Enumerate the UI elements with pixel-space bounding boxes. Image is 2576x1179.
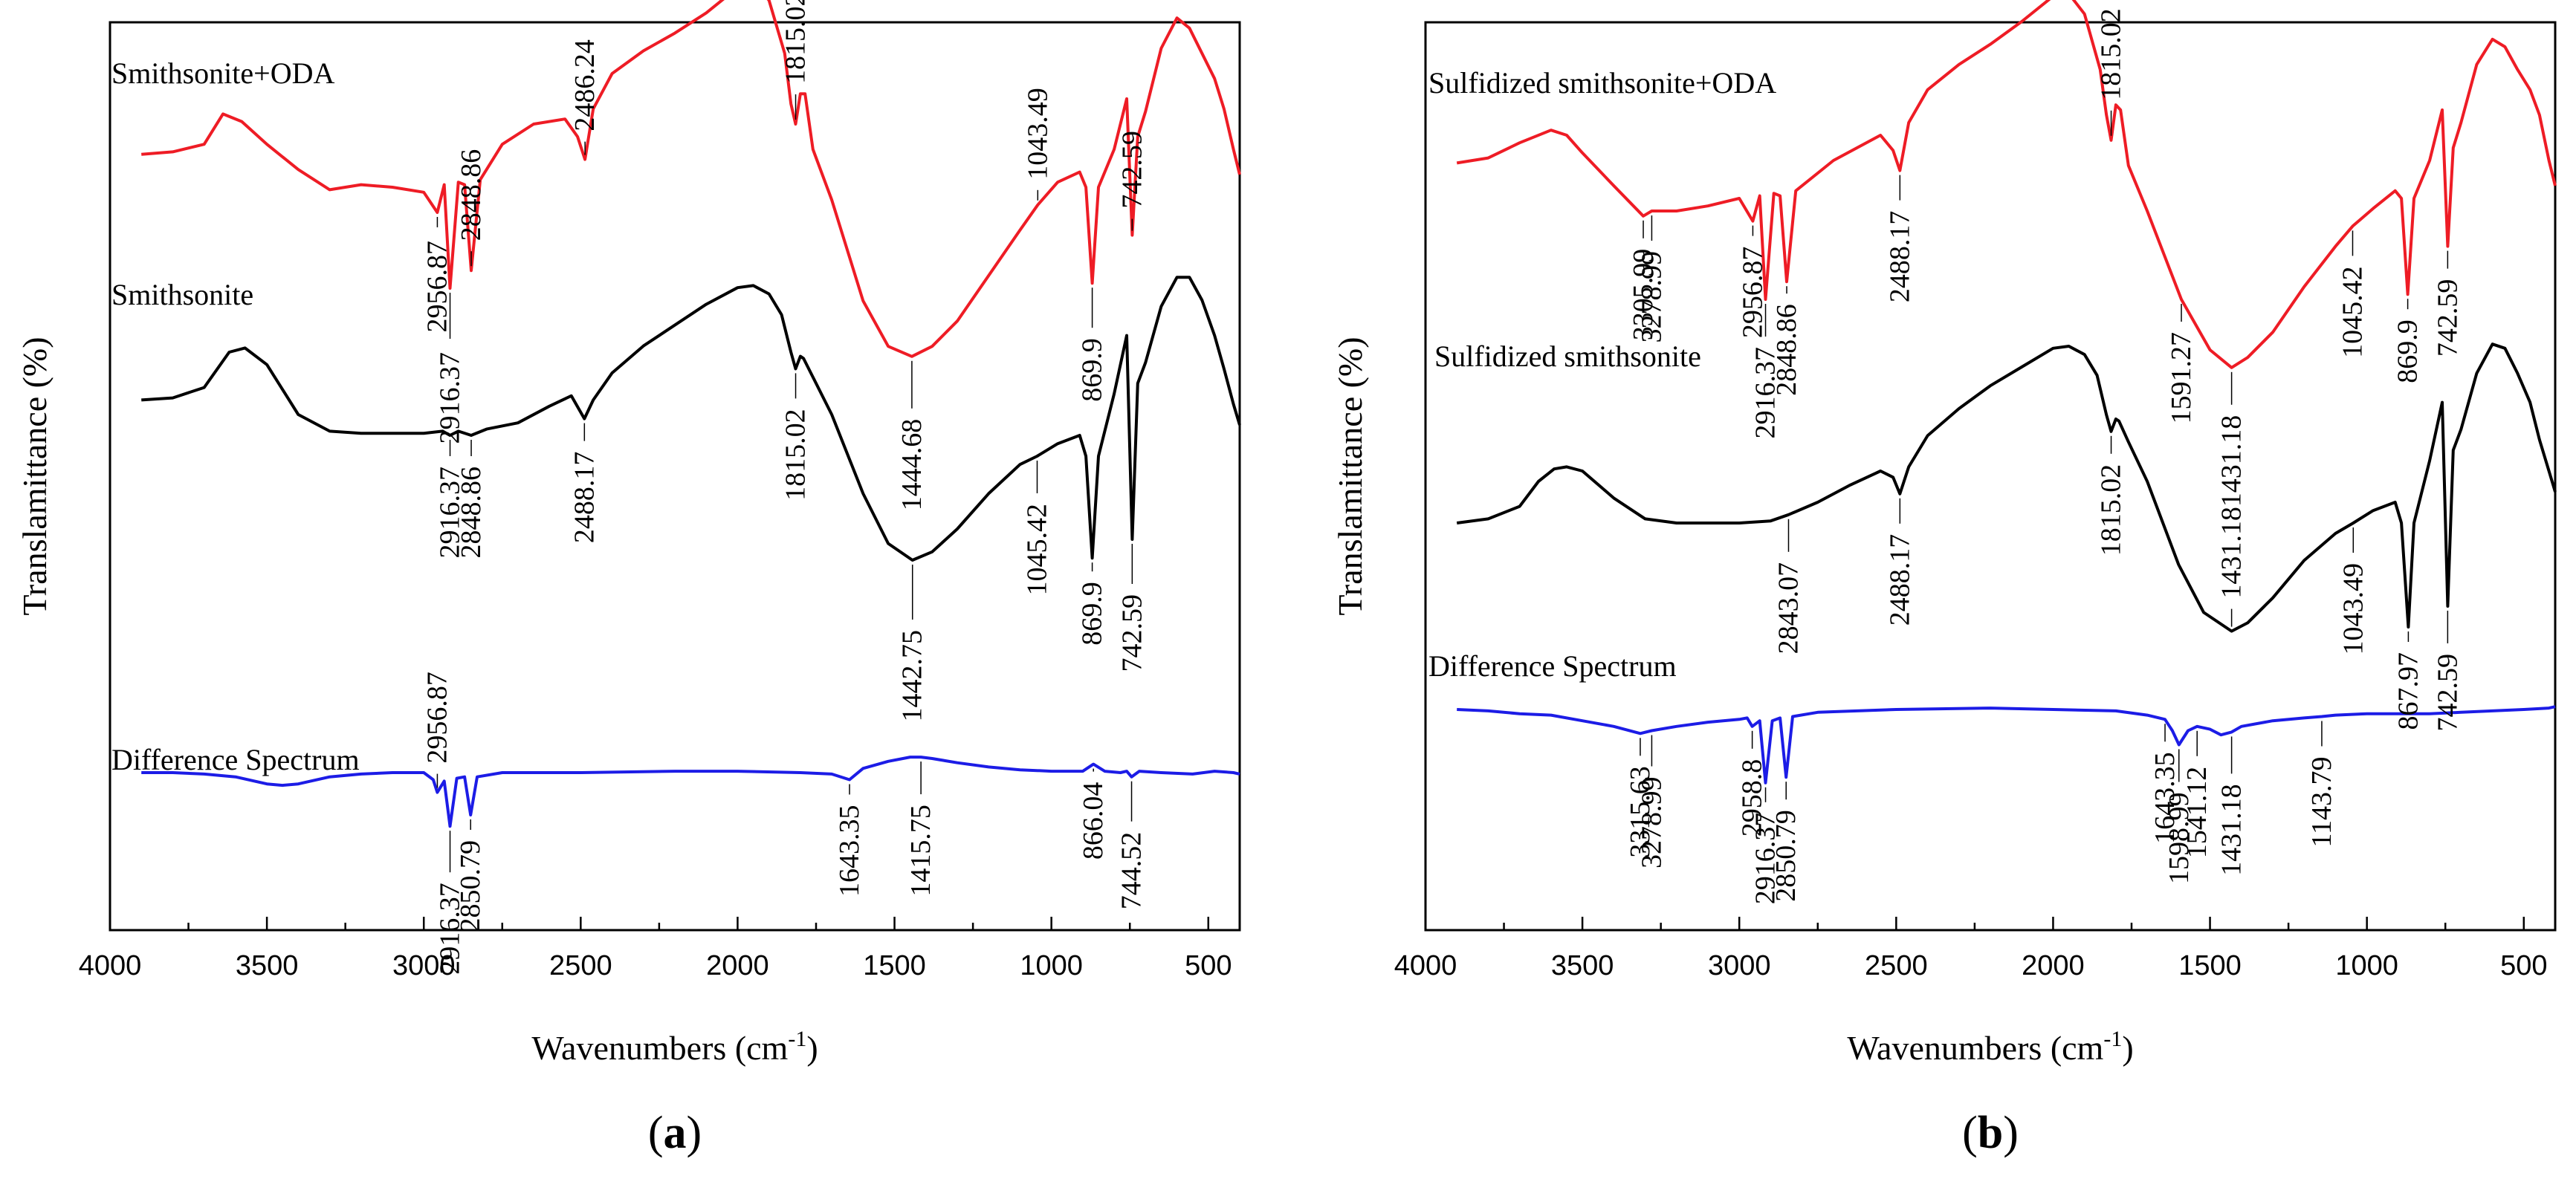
peak-annotation: 2843.07 <box>1773 562 1804 655</box>
peak-annotation: 1444.68 <box>896 419 928 511</box>
peak-annotation: 744.52 <box>1116 832 1148 910</box>
x-axis-label: Wavenumbers (cm-1) <box>1847 1027 2133 1067</box>
series-line-sulfidized-smithsonite <box>1456 342 2557 633</box>
peak-annotation: 2916.37 <box>435 883 466 975</box>
peak-annotation: 1643.35 <box>834 805 865 897</box>
x-tick-label: 1000 <box>2335 950 2398 981</box>
series-name-label: Smithsonite <box>111 278 253 311</box>
peak-annotation: 3315.63 <box>1625 766 1656 858</box>
peak-annotation: 869.9 <box>1077 338 1108 402</box>
series-name-label: Smithsonite+ODA <box>111 56 334 90</box>
peak-annotation: 869.9 <box>1077 582 1108 646</box>
chart-panel-b: 4000 3500 3000 2500 2000 1500 1000 500 Wavenumbe… <box>1331 0 2557 1158</box>
peak-annotation: 1043.49 <box>2337 563 2369 655</box>
y-axis-label: Translamittance (%) <box>1331 337 1369 615</box>
peak-annotation: 1815.02 <box>780 0 812 84</box>
peak-annotation: 1431.18 <box>2216 415 2247 507</box>
peak-annotation: 2956.87 <box>421 672 453 764</box>
series-name-label: Difference Spectrum <box>1428 649 1677 683</box>
series-line-difference-spectrum <box>141 756 1240 828</box>
peak-annotation: 1815.02 <box>2096 464 2127 556</box>
x-tick-label: 1000 <box>1020 950 1083 981</box>
peak-annotation: 742.59 <box>1116 594 1148 672</box>
x-tick-label: 2500 <box>1865 950 1928 981</box>
series-line-smithsonite-oda <box>141 0 1241 358</box>
x-tick-label: 2000 <box>2022 950 2085 981</box>
x-tick-label: 3500 <box>236 950 299 981</box>
peak-annotation: 2488.17 <box>1884 534 1915 626</box>
peak-annotation: 2916.37 <box>1750 347 1781 439</box>
x-tick-label: 4000 <box>79 950 142 981</box>
peak-annotation: 1643.35 <box>2149 752 2181 844</box>
peak-annotation: 742.59 <box>2432 279 2463 357</box>
x-tick-label: 500 <box>2500 950 2547 981</box>
x-tick-label: 2000 <box>706 950 769 981</box>
x-tick-label: 4000 <box>1394 950 1457 981</box>
peak-annotation: 2916.37 <box>435 467 466 559</box>
peak-annotation: 2848.86 <box>1771 304 1802 396</box>
x-tick-label: 1500 <box>863 950 926 981</box>
peak-annotation: 3278.99 <box>1636 251 1667 343</box>
peak-annotation: 866.04 <box>1078 782 1109 860</box>
peak-annotation: 1541.12 <box>2181 767 2213 859</box>
peak-annotation: 1591.27 <box>2166 332 2197 424</box>
peak-annotation: 2850.79 <box>1770 810 1802 902</box>
peak-annotation: 1598.99 <box>2164 793 2195 885</box>
peak-annotation: 2956.87 <box>1737 247 1768 339</box>
peak-annotation: 2848.86 <box>456 467 487 559</box>
series-name-label: Difference Spectrum <box>111 743 360 776</box>
plot-frame <box>1424 21 2557 932</box>
panel-label: (a) <box>648 1108 702 1158</box>
peak-annotation: 742.59 <box>2432 654 2463 732</box>
peak-annotation: 2958.8 <box>1737 759 1768 837</box>
chart-panel-a: 4000 3500 3000 2500 2000 1500 1000 500 Wavenumbe… <box>16 0 1241 1158</box>
peak-annotation: 867.97 <box>2392 652 2424 730</box>
peak-annotation: 2488.17 <box>569 452 600 544</box>
x-tick-label: 3000 <box>392 950 456 981</box>
peak-annotation: 1431.18 <box>2216 784 2247 876</box>
peak-annotation: 1045.42 <box>2337 266 2368 358</box>
y-axis-label: Translamittance (%) <box>16 337 54 615</box>
series-line-sulfidized-smithsonite-oda <box>1456 0 2557 369</box>
series-line-smithsonite <box>141 276 1241 562</box>
x-tick-label: 2500 <box>549 950 612 981</box>
x-tick-label: 1500 <box>2178 950 2242 981</box>
peak-annotation: 1143.79 <box>2306 757 2337 848</box>
peak-annotation: 1043.49 <box>1022 88 1053 180</box>
x-tick-label: 500 <box>1185 950 1232 981</box>
peak-annotation: 742.59 <box>1116 131 1148 209</box>
peak-annotation: 2916.37 <box>435 352 466 444</box>
peak-annotation: 2916.37 <box>1750 813 1781 905</box>
series-name-label: Sulfidized smithsonite+ODA <box>1428 66 1776 100</box>
peak-annotation: 3305.99 <box>1628 249 1659 341</box>
peak-annotation: 1815.02 <box>780 409 812 501</box>
peak-annotation: 2486.24 <box>569 39 601 131</box>
x-tick-label: 3500 <box>1551 950 1614 981</box>
x-tick-label: 3000 <box>1708 950 1771 981</box>
series-line-difference-spectrum <box>1457 705 2556 785</box>
peak-annotation: 1045.42 <box>1021 504 1052 596</box>
peak-annotation: 1815.02 <box>2096 8 2127 100</box>
panel-label: (b) <box>1962 1108 2019 1158</box>
peak-annotation: 3278.99 <box>1636 777 1667 869</box>
peak-annotation: 1431.18 <box>2216 507 2247 599</box>
peak-annotation: 2848.86 <box>456 149 487 241</box>
peak-annotation: 2956.87 <box>421 241 453 333</box>
peak-annotation: 1442.75 <box>897 630 928 722</box>
peak-annotation: 2488.17 <box>1884 211 1915 303</box>
peak-annotation: 869.9 <box>2392 319 2424 383</box>
peak-annotation: 2850.79 <box>455 840 486 932</box>
series-name-label: Sulfidized smithsonite <box>1434 340 1701 373</box>
x-axis-label: Wavenumbers (cm-1) <box>531 1027 818 1067</box>
plot-frame <box>109 21 1241 932</box>
peak-annotation: 1415.75 <box>905 805 936 897</box>
